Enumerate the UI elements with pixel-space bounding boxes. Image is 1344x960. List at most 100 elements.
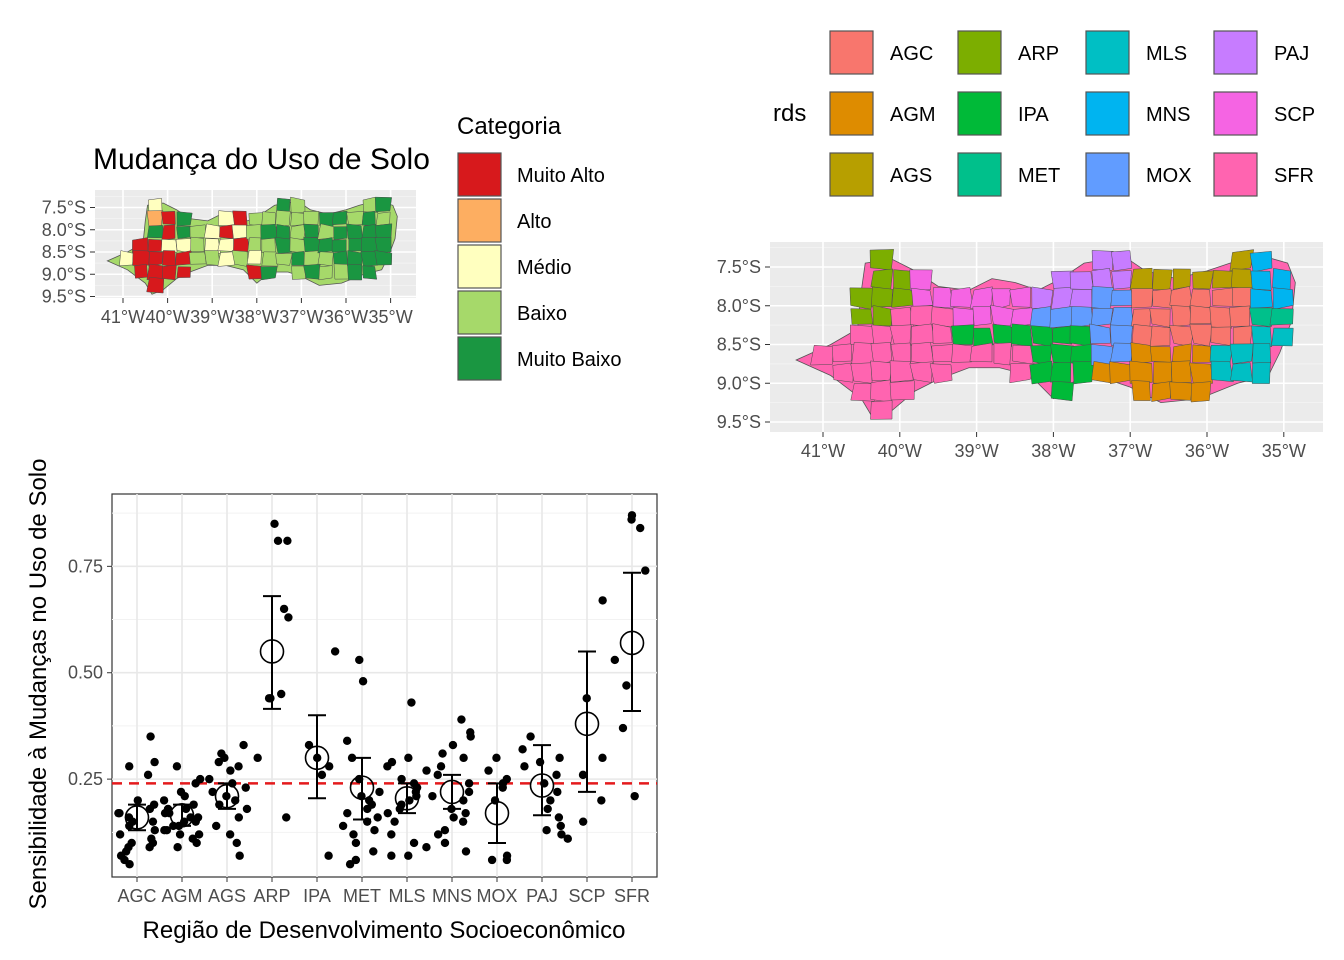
data-point	[277, 689, 286, 699]
legend-swatch	[957, 91, 1002, 136]
municipality	[1052, 325, 1073, 345]
map-lon-label: 38°W	[1031, 441, 1075, 461]
x-tick-label: MET	[343, 886, 381, 906]
municipality	[361, 223, 377, 240]
map2-legend: rds AGC AGM AGS ARP IPA MET MLS MNS MOX PAJ SCP SFR	[773, 30, 1315, 197]
x-tick-label: AGM	[161, 886, 202, 906]
data-point	[253, 753, 262, 763]
municipality	[929, 363, 953, 384]
municipality	[1272, 287, 1294, 310]
data-point	[373, 813, 382, 822]
data-point	[428, 791, 437, 801]
municipality	[303, 250, 321, 266]
municipality	[932, 323, 953, 344]
municipality	[1109, 361, 1133, 385]
municipality	[261, 251, 279, 267]
legend-swatch	[1213, 91, 1258, 136]
municipality	[1031, 286, 1054, 309]
legend-swatch	[1085, 152, 1130, 197]
municipality	[147, 225, 165, 239]
municipality	[346, 223, 363, 240]
data-point	[622, 681, 631, 690]
map-lon-label: 38°W	[235, 307, 279, 327]
municipality	[132, 250, 150, 266]
municipality	[1251, 361, 1271, 384]
map1-shapes	[106, 196, 398, 295]
municipality	[870, 342, 893, 365]
data-point	[175, 830, 185, 839]
municipality	[1192, 270, 1214, 290]
data-point	[487, 855, 497, 865]
data-point	[358, 677, 368, 686]
data-point	[627, 515, 636, 524]
mean-marker	[619, 630, 645, 656]
legend-label: MOX	[1146, 165, 1192, 187]
municipality	[274, 236, 293, 254]
data-point	[457, 715, 466, 724]
municipality	[832, 362, 854, 383]
data-point	[375, 787, 384, 797]
municipality	[1131, 288, 1154, 309]
data-point	[125, 860, 134, 869]
map2-lat-ticks: 7.5°S 8.0°S 8.5°S 9.0°S 9.5°S	[717, 257, 770, 432]
data-point	[266, 694, 275, 703]
data-point	[578, 770, 588, 780]
municipality	[161, 264, 177, 281]
municipality	[1090, 308, 1114, 327]
municipality	[950, 287, 974, 308]
municipality	[203, 223, 222, 239]
municipality	[1151, 381, 1173, 402]
data-point	[150, 757, 159, 767]
municipality	[362, 265, 378, 280]
data-point	[404, 851, 413, 860]
data-point	[466, 732, 475, 741]
data-point	[433, 830, 443, 839]
municipality	[973, 327, 994, 347]
mean-marker	[439, 779, 465, 805]
data-point	[160, 808, 170, 818]
data-point	[554, 813, 564, 822]
x-tick-label: MOX	[476, 886, 517, 906]
map-lat-label: 9.0°S	[42, 264, 86, 284]
municipality	[851, 342, 874, 365]
data-point	[279, 604, 289, 614]
data-point	[234, 762, 243, 771]
data-point	[387, 851, 396, 860]
municipality	[909, 269, 933, 291]
municipality	[1149, 346, 1172, 363]
municipality	[870, 400, 893, 420]
data-point	[557, 830, 566, 839]
legend-swatch	[957, 30, 1002, 75]
map-lat-label: 9.5°S	[717, 412, 761, 432]
municipality	[850, 383, 875, 402]
data-point	[440, 838, 450, 848]
data-point	[598, 596, 607, 605]
municipality	[1272, 268, 1292, 291]
data-point	[464, 779, 474, 788]
map1-lat-ticks: 7.5°S8.0°S8.5°S9.0°S 9.5°S	[42, 198, 95, 307]
municipality	[1209, 306, 1232, 329]
data-point	[526, 732, 535, 741]
legend-swatch	[829, 30, 874, 75]
map2-shapes	[795, 249, 1296, 420]
legend-label: AGC	[890, 43, 933, 65]
municipality	[991, 288, 1011, 310]
data-point	[370, 825, 379, 835]
municipality	[231, 224, 248, 239]
municipality	[1269, 308, 1294, 326]
municipality	[261, 211, 276, 226]
map-lon-label: 40°W	[878, 441, 922, 461]
data-point	[618, 723, 628, 733]
data-point	[208, 787, 217, 797]
municipality	[810, 344, 834, 366]
data-point	[330, 647, 340, 656]
data-point	[492, 753, 501, 763]
map2-legend-title: rds	[773, 100, 806, 127]
data-point	[440, 825, 450, 835]
map1-panel: Mudança do Uso de Solo 7.5°S8.0°S8.5°S9.…	[42, 143, 430, 327]
municipality	[869, 249, 894, 271]
data-point	[543, 804, 552, 814]
data-point	[555, 753, 564, 763]
map-lat-label: 9.5°S	[42, 287, 86, 307]
data-point	[397, 774, 406, 784]
